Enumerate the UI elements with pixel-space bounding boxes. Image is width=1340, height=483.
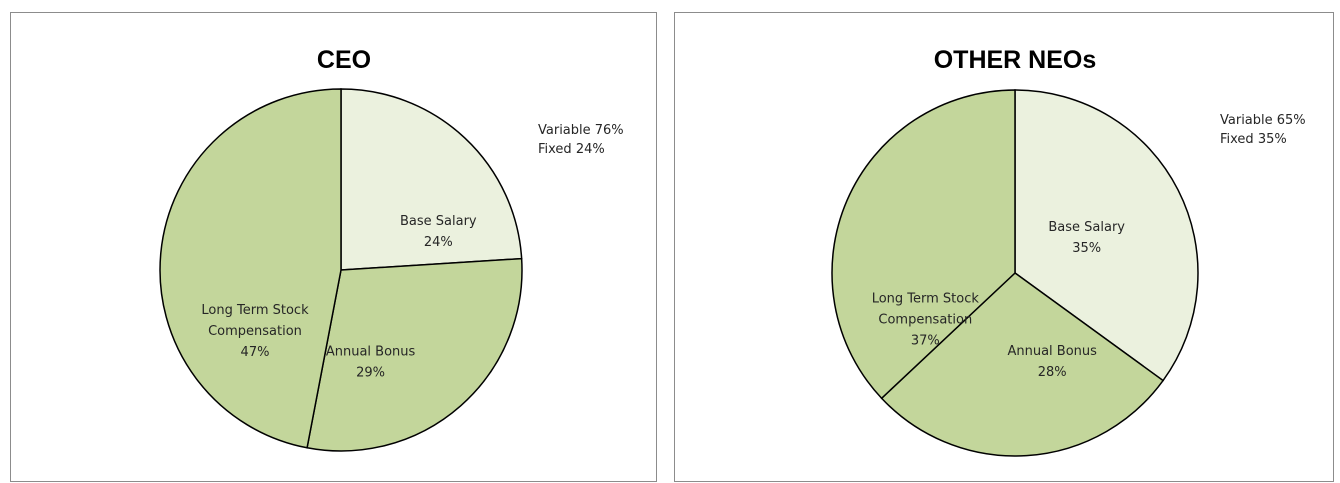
variable-fixed-note: Variable 65% Fixed 35% [1220,111,1306,149]
ceo-chart-panel: CEO Base Salary 24% Annual Bonus 29% Long Te… [10,12,657,482]
pie-slice-base-salary [1014,89,1199,382]
slice-labels: Base Salary 24% Annual Bonus 29% Long Term S… [201,214,477,381]
slice-label-base-salary: Base Salary 24% [400,214,477,250]
variable-fixed-note: Variable 76% Fixed 24% [538,121,624,159]
variable-note: Variable 65% [1220,113,1306,128]
slice-label-annual-bonus: Annual Bonus 29% [326,345,416,381]
pie-slices [831,89,1199,457]
pie-slice-long-term-stock-compensation [831,89,1016,400]
pie-slice-annual-bonus [306,257,523,452]
pie-slice-long-term-stock-compensation [159,88,342,449]
slice-label-long-term-stock-compensation: Long Term Stock Compensation 47% [201,303,309,360]
ceo-pie-chart: CEO Base Salary 24% Annual Bonus 29% Long Te… [159,46,523,452]
slice-labels: Base Salary 35% Annual Bonus 28% Long Term S… [872,220,1126,380]
pie-slice-annual-bonus [880,272,1165,457]
pie-slice-base-salary [340,88,523,271]
variable-note: Variable 76% [538,123,624,138]
pie-slices [159,88,523,452]
chart-title: CEO [317,46,371,74]
other-neos-pie-chart: OTHER NEOs Base Salary 35% Annual Bonus 28%… [831,46,1199,457]
slice-label-base-salary: Base Salary 35% [1048,220,1125,256]
other-neos-chart-panel: OTHER NEOs Base Salary 35% Annual Bonus 28%… [674,12,1334,482]
slice-label-annual-bonus: Annual Bonus 28% [1007,344,1097,380]
fixed-note: Fixed 24% [538,142,605,157]
fixed-note: Fixed 35% [1220,132,1287,147]
slice-label-long-term-stock-compensation: Long Term Stock Compensation 37% [872,292,980,349]
chart-title: OTHER NEOs [934,46,1097,74]
